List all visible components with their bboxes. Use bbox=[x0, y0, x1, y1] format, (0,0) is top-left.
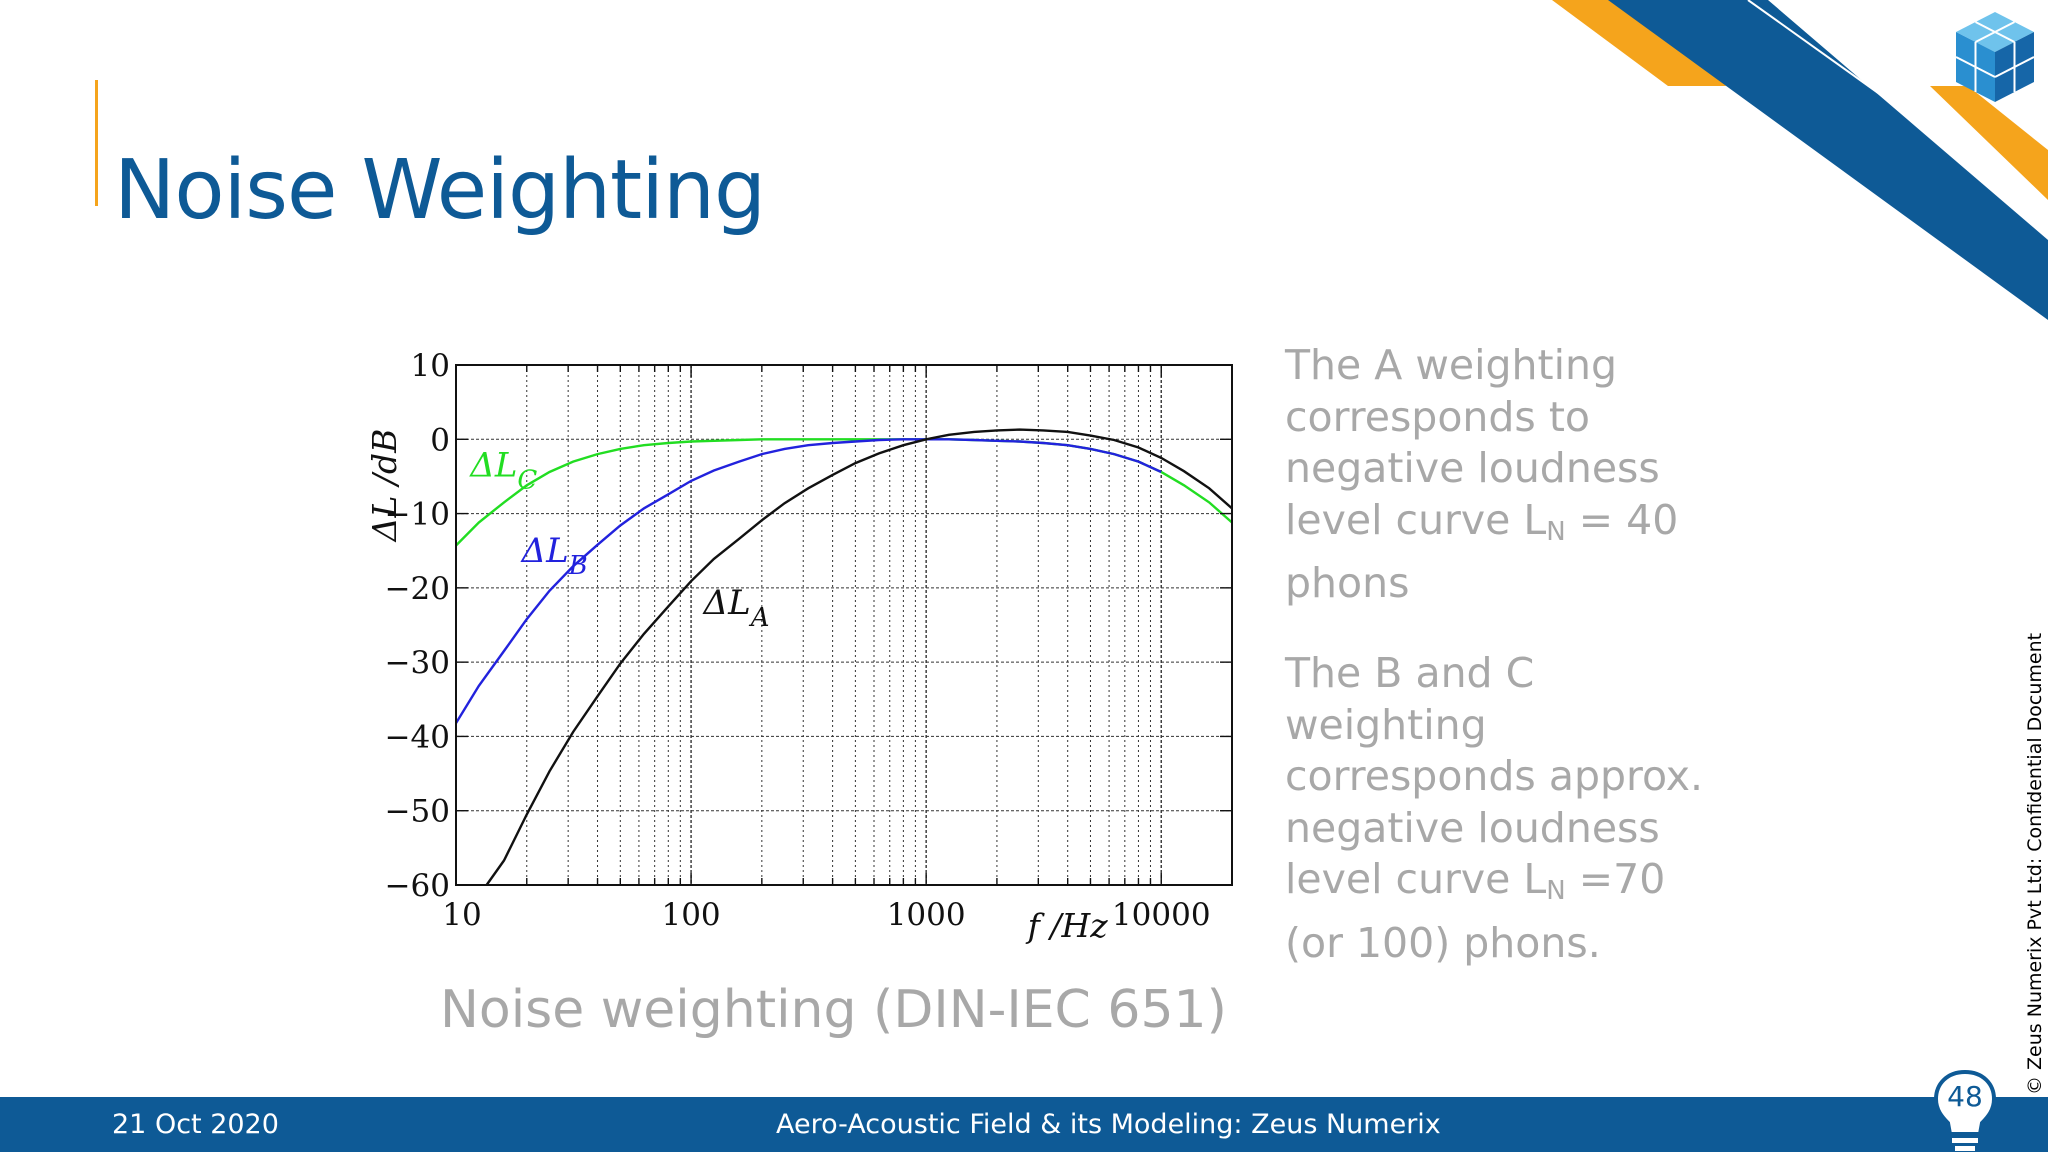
series-line-b bbox=[454, 438, 1162, 724]
x-tick-label: 100 bbox=[661, 897, 720, 933]
footer-date: 21 Oct 2020 bbox=[112, 1109, 279, 1140]
footer-bar: 21 Oct 2020 Aero-Acoustic Field & its Mo… bbox=[0, 1097, 2048, 1152]
note-line: corresponds approx. bbox=[1285, 752, 1704, 800]
title-accent-bar bbox=[95, 80, 98, 206]
cube-logo-icon bbox=[1955, 12, 2035, 102]
note-line: The A weighting bbox=[1285, 341, 1618, 389]
lightbulb-icon bbox=[1933, 1069, 1997, 1151]
blue-stripe bbox=[1608, 0, 2048, 320]
a-weighting-note: The A weighting corresponds to negative … bbox=[1285, 340, 1678, 610]
y-tick-label: −30 bbox=[385, 645, 450, 681]
chart-caption: Noise weighting (DIN-IEC 651) bbox=[440, 980, 1227, 1040]
y-tick-label: −20 bbox=[385, 571, 450, 607]
note-text: level curve L bbox=[1285, 855, 1547, 903]
y-axis-label: ΔL /dB bbox=[365, 429, 404, 544]
white-accent-line bbox=[1747, 0, 1889, 101]
x-tick-label: 10 bbox=[442, 897, 481, 933]
x-tick-label: 10000 bbox=[1112, 897, 1211, 933]
confidential-note: © Zeus Numerix Pvt Ltd: Confidential Doc… bbox=[2024, 632, 2046, 1095]
note-text: =70 bbox=[1565, 855, 1666, 903]
note-line: The B and C bbox=[1285, 649, 1535, 697]
chart-grid bbox=[456, 365, 1232, 885]
y-tick-label: 10 bbox=[411, 348, 450, 384]
note-line: level curve LN =70 bbox=[1285, 854, 1703, 918]
note-line: corresponds to bbox=[1285, 392, 1590, 441]
note-text: = 40 bbox=[1565, 495, 1679, 544]
note-subscript: N bbox=[1546, 516, 1566, 547]
series-line-a bbox=[485, 428, 1233, 886]
page-title: Noise Weighting bbox=[114, 142, 766, 238]
orange-stripe-top bbox=[1552, 0, 1726, 86]
note-line: (or 100) phons. bbox=[1285, 918, 1601, 967]
note-line: level curve LN = 40 bbox=[1285, 495, 1678, 559]
note-line: negative loudness bbox=[1285, 444, 1660, 492]
chart-ticks bbox=[456, 364, 1232, 886]
page-number: 48 bbox=[1947, 1080, 1983, 1113]
note-text: level curve L bbox=[1285, 495, 1547, 544]
series-label-a: ΔLA bbox=[702, 583, 770, 633]
y-tick-label: −50 bbox=[385, 794, 450, 830]
series-label-c: ΔLC bbox=[468, 445, 537, 495]
footer-title: Aero-Acoustic Field & its Modeling: Zeus… bbox=[776, 1109, 1441, 1140]
note-line: phons bbox=[1285, 559, 1410, 607]
x-axis-label: f /Hz bbox=[1025, 906, 1109, 945]
note-subscript: N bbox=[1546, 876, 1566, 906]
orange-stripe-right bbox=[1930, 86, 2048, 200]
y-tick-label: 0 bbox=[430, 422, 450, 458]
note-line: negative loudness bbox=[1285, 803, 1660, 852]
page-badge: 48 bbox=[1930, 1068, 2000, 1152]
chart-curves bbox=[454, 428, 1233, 886]
note-line: weighting bbox=[1285, 700, 1487, 749]
y-tick-label: −60 bbox=[385, 868, 450, 904]
y-tick-label: −40 bbox=[385, 719, 450, 755]
y-tick-label: −10 bbox=[385, 497, 450, 533]
x-tick-label: 1000 bbox=[887, 897, 966, 933]
series-label-b: ΔLB bbox=[520, 531, 588, 581]
plot-frame bbox=[455, 364, 1233, 886]
bc-weighting-note: The B and C weighting corresponds approx… bbox=[1285, 648, 1703, 969]
